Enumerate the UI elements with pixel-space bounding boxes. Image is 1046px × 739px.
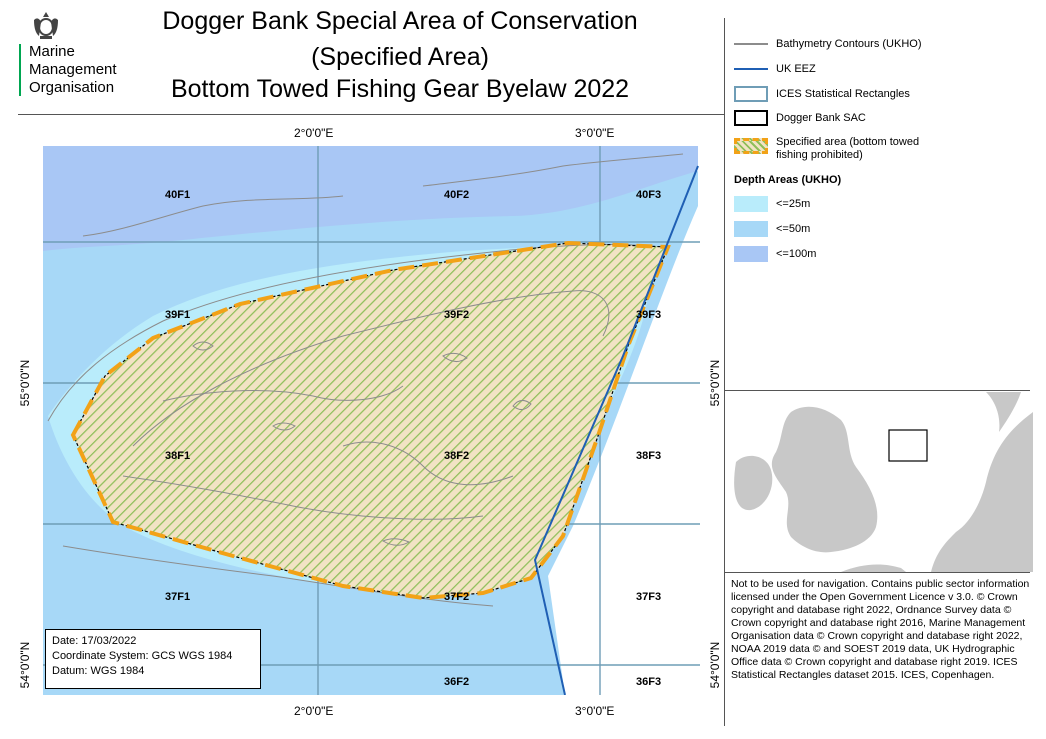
tick-bottom-2e: 2°0'0"E: [294, 704, 334, 718]
overview-land-france: [841, 564, 906, 572]
legend-sac-label: Dogger Bank SAC: [776, 112, 866, 124]
title-line-1: Dogger Bank Special Area of Conservation: [162, 7, 638, 35]
dogger-bank-sac-boundary: [72, 242, 669, 599]
rect-label-39f2: 39F2: [444, 309, 470, 321]
legend-depth-title: Depth Areas (UKHO): [734, 174, 842, 186]
legend-specified-line1: Specified area (bottom towed: [776, 136, 920, 148]
tick-left-55n: 55°0'0"N: [18, 359, 32, 407]
legend-depth-25-label: <=25m: [776, 198, 811, 210]
rect-label-39f3: 39F3: [636, 309, 662, 321]
title-line-3: Bottom Towed Fishing Gear Byelaw 2022: [170, 75, 630, 103]
royal-crest-icon: [34, 12, 58, 39]
legend-depth-100-label: <=100m: [776, 248, 817, 260]
tick-bottom-3e: 3°0'0"E: [575, 704, 615, 718]
header-divider: [18, 114, 724, 115]
legend-contours-label: Bathymetry Contours (UKHO): [776, 38, 922, 50]
uk-eez-line: [533, 165, 699, 695]
legend-item-depth-100: <=100m: [734, 244, 816, 264]
org-line-2: Management: [29, 61, 117, 78]
org-line-1: Marine: [29, 43, 75, 60]
org-line-3: Organisation: [29, 79, 115, 96]
panel-divider: [724, 18, 725, 726]
rect-label-40f3: 40F3: [636, 189, 662, 201]
legend-item-depth-25: <=25m: [734, 194, 810, 214]
rect-label-38f3: 38F3: [636, 450, 662, 462]
rect-label-38f2: 38F2: [444, 450, 470, 462]
tick-right-54n: 54°0'0"N: [708, 641, 722, 689]
rect-label-38f1: 38F1: [165, 450, 191, 462]
overview-land-continent: [931, 412, 1033, 572]
legend-item-specified: Specified area (bottom towed fishing pro…: [734, 136, 919, 164]
map-frame: [43, 146, 700, 695]
rect-label-37f3: 37F3: [636, 591, 662, 603]
info-datum: Datum: WGS 1984: [52, 665, 145, 677]
legend-item-depth-50: <=50m: [734, 219, 810, 239]
legend-specified-line2: fishing prohibited): [776, 149, 863, 161]
tick-top-2e: 2°0'0"E: [294, 126, 334, 140]
legend-eez-label: UK EEZ: [776, 63, 816, 75]
rect-label-37f2: 37F2: [444, 591, 470, 603]
legend-item-sac: Dogger Bank SAC: [734, 108, 866, 128]
copyright-notice: Not to be used for navigation. Contains …: [731, 578, 1030, 681]
rect-label-40f1: 40F1: [165, 189, 191, 201]
overview-extent-box: [888, 429, 928, 462]
notice-divider: [724, 572, 1030, 573]
tick-left-54n: 54°0'0"N: [18, 641, 32, 689]
overview-divider: [724, 390, 1030, 391]
bathymetry-contours: [47, 153, 684, 607]
legend-item-contours: Bathymetry Contours (UKHO): [734, 34, 921, 54]
overview-land-norway: [986, 392, 1021, 432]
rect-label-40f2: 40F2: [444, 189, 470, 201]
header: Marine Management Organisation Dogger Ba…: [0, 0, 720, 112]
overview-land-uk: [771, 406, 878, 553]
legend-item-eez: UK EEZ: [734, 59, 816, 79]
rect-label-36f2: 36F2: [444, 676, 470, 688]
specified-area: [73, 243, 668, 598]
rect-label-39f1: 39F1: [165, 309, 191, 321]
info-date: Date: 17/03/2022: [52, 635, 137, 647]
logo-accent-bar: [19, 44, 21, 96]
overview-land-ireland: [734, 455, 773, 511]
tick-right-55n: 55°0'0"N: [708, 359, 722, 407]
tick-top-3e: 3°0'0"E: [575, 126, 615, 140]
legend-depth-50-label: <=50m: [776, 223, 811, 235]
rect-label-36f3: 36F3: [636, 676, 662, 688]
legend-ices-label: ICES Statistical Rectangles: [776, 88, 910, 100]
rect-label-37f1: 37F1: [165, 591, 191, 603]
map-info-box: Date: 17/03/2022 Coordinate System: GCS …: [45, 629, 261, 689]
overview-map: [731, 392, 1033, 572]
info-coordinate-system: Coordinate System: GCS WGS 1984: [52, 650, 233, 662]
map-svg: [43, 146, 700, 695]
legend-item-ices: ICES Statistical Rectangles: [734, 84, 910, 104]
title-line-2: (Specified Area): [311, 43, 489, 71]
